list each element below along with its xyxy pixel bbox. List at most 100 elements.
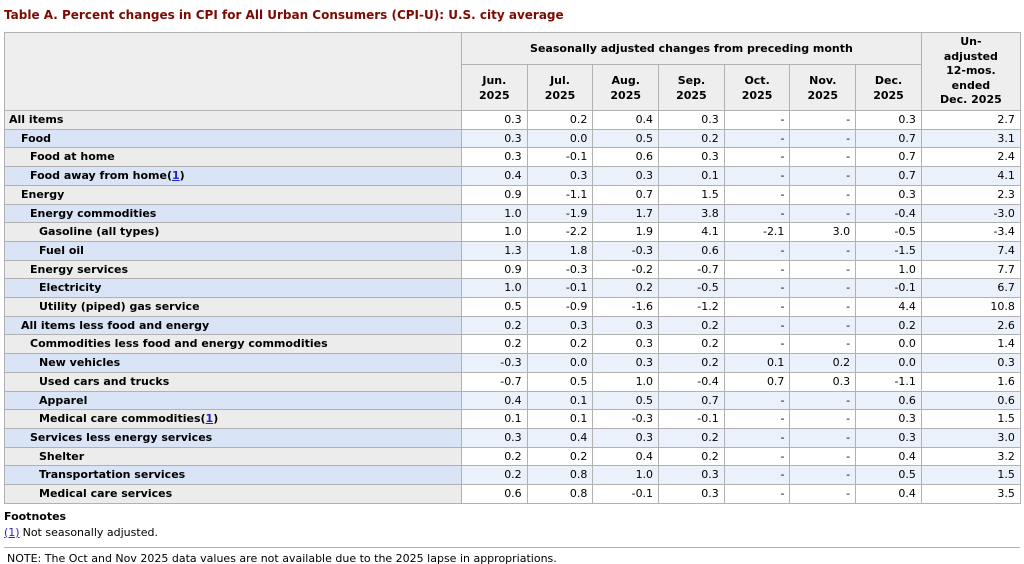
value-cell: -1.5 [855,240,922,261]
value-cell: 0.5 [592,128,660,149]
group-header-cell: Seasonally adjusted changes from precedi… [461,32,922,65]
value-cell: -0.3 [592,409,660,429]
footnote-item: (1) Not seasonally adjusted. [4,526,1020,547]
value-cell: 1.6 [920,371,1021,392]
value-cell: -0.5 [855,222,922,242]
value-cell: 1.7 [592,203,660,224]
value-cell: 0.3 [526,166,594,186]
value-cell: 0.2 [658,446,725,467]
value-cell: - [789,166,857,186]
value-cell: 7.4 [920,240,1021,261]
value-cell: 6.7 [920,278,1021,299]
row-label: Energy [4,184,462,205]
value-cell: 1.0 [461,222,528,242]
table-row: Energy commodities 1.0 -1.9 1.7 3.8- - -0.4 -3.… [4,203,1021,224]
value-cell: 3.5 [920,484,1021,504]
value-cell: 0.3 [920,353,1021,373]
value-cell: -0.7 [461,371,528,392]
value-cell: -0.3 [461,353,528,373]
value-cell: - [789,427,857,448]
value-cell: - [723,128,791,149]
table-row: Gasoline (all types) 1.0 -2.2 1.9 4.1 -2.1 3.0… [4,222,1021,242]
value-cell: 0.0 [855,353,922,373]
value-cell: 0.2 [461,446,528,467]
value-cell: -0.4 [855,203,922,224]
value-cell: 0.2 [461,465,528,486]
stub-header-cell [4,32,462,111]
value-cell: 0.7 [723,371,791,392]
value-cell: 0.3 [855,427,922,448]
table-row: Used cars and trucks -0.7 0.5 1.0 -0.4 0.7 0.3… [4,371,1021,392]
value-cell: - [723,446,791,467]
table-row: Energy 0.9 -1.1 0.7 1.5- -0.3 2.3 [4,184,1021,205]
row-label: Commodities less food and energy commodi… [4,334,462,355]
value-cell: - [789,297,857,317]
value-cell: 0.6 [658,240,725,261]
value-cell: 0.7 [855,128,922,149]
table-row: Medical care commodities(1) 0.1 0.1 -0.3 -0.… [4,409,1021,429]
table-row: Electricity 1.0 -0.1 0.2 -0.5- - -0.1 6.7 [4,278,1021,299]
value-cell: 1.5 [920,465,1021,486]
value-cell: 0.7 [855,147,922,168]
row-label: Apparel [4,390,462,411]
value-cell: -0.5 [658,278,725,299]
value-cell: 0.3 [658,147,725,168]
value-cell: -0.1 [526,278,594,299]
value-cell: -1.1 [526,184,594,205]
value-cell: 1.0 [461,278,528,299]
value-cell: -0.1 [526,147,594,168]
value-cell: 0.3 [658,465,725,486]
value-cell: 0.1 [658,166,725,186]
footnote-1-link[interactable]: (1) [4,525,20,539]
value-cell: -0.1 [855,278,922,299]
table-row: New vehicles -0.3 0.0 0.3 0.2 0.1 0.2 0.0 0.3 [4,353,1021,373]
cpi-table: Seasonally adjusted changes from precedi… [4,32,1021,504]
footnote-ref-link[interactable]: 1 [205,412,214,426]
value-cell: -1.6 [592,297,660,317]
row-label: Electricity [4,278,462,299]
table-header: Seasonally adjusted changes from precedi… [4,32,1021,111]
value-cell: 0.4 [855,484,922,504]
month-header-cell: Jun. 2025 [461,64,528,111]
value-cell: 0.8 [526,465,594,486]
value-cell: 0.4 [526,427,594,448]
value-cell: 1.3 [461,240,528,261]
value-cell: - [723,409,791,429]
value-cell: - [723,390,791,411]
footnote-ref-link[interactable]: 1 [171,169,180,183]
row-label: Food [4,128,462,149]
value-cell: 0.2 [789,353,857,373]
value-cell: 0.2 [526,446,594,467]
row-label: Shelter [4,446,462,467]
value-cell: 0.1 [526,390,594,411]
value-cell: - [723,315,791,336]
value-cell: 0.5 [461,297,528,317]
value-cell: 1.4 [920,334,1021,355]
value-cell: -0.1 [658,409,725,429]
value-cell: - [723,278,791,299]
value-cell: - [789,409,857,429]
value-cell: -1.2 [658,297,725,317]
table-row: Food away from home(1) 0.4 0.3 0.3 0.1- -0.7 4… [4,166,1021,186]
value-cell: 0.3 [461,128,528,149]
value-cell: - [789,147,857,168]
value-cell: 0.0 [855,334,922,355]
value-cell: 0.3 [658,110,725,130]
value-cell: 2.3 [920,184,1021,205]
value-cell: 3.2 [920,446,1021,467]
value-cell: 0.2 [855,315,922,336]
value-cell: - [723,297,791,317]
table-row: Commodities less food and energy commodi… [4,334,1021,355]
value-cell: -2.1 [723,222,791,242]
value-cell: - [789,390,857,411]
value-cell: 0.7 [855,166,922,186]
header-row-top: Seasonally adjusted changes from precedi… [4,32,1021,111]
value-cell: 0.9 [461,259,528,280]
value-cell: - [789,278,857,299]
value-cell: 4.1 [920,166,1021,186]
value-cell: -0.9 [526,297,594,317]
row-label: New vehicles [4,353,462,373]
value-cell: 2.6 [920,315,1021,336]
value-cell: 0.2 [658,334,725,355]
value-cell: - [723,259,791,280]
